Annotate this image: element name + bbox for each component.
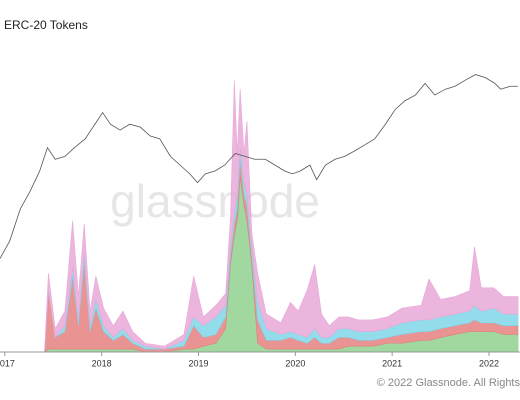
x-tick-label: 2021 bbox=[382, 358, 402, 368]
footer: © 2022 Glassnode. All Rights bbox=[377, 377, 520, 389]
watermark: glassnode bbox=[110, 175, 320, 227]
chart-title: ERC-20 Tokens bbox=[4, 18, 88, 32]
price-line bbox=[0, 74, 519, 259]
x-tick-label: 2019 bbox=[188, 358, 208, 368]
x-tick-label: 2018 bbox=[92, 358, 112, 368]
stacked-area bbox=[0, 80, 519, 353]
x-tick-label: 2020 bbox=[285, 358, 305, 368]
x-tick-label: 2022 bbox=[479, 358, 499, 368]
x-tick-label: 2017 bbox=[0, 358, 15, 368]
